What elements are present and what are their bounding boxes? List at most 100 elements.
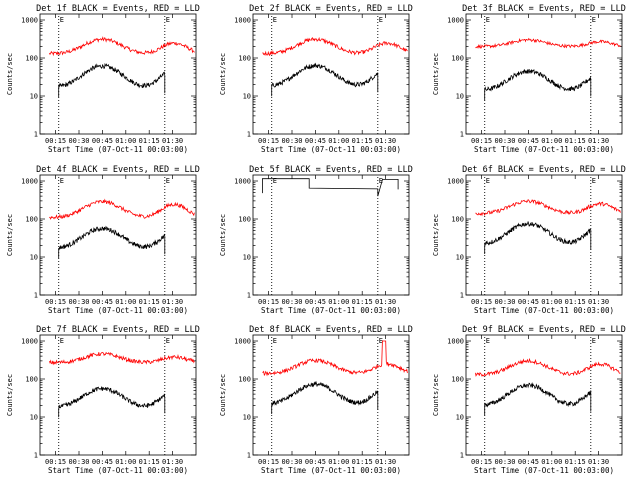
y-axis-label: Counts/sec [219, 214, 227, 256]
events-series-line [484, 221, 592, 254]
lld-series-line [49, 198, 195, 220]
panel-title: Det 4f BLACK = Events, RED = LLD [36, 165, 200, 175]
x-tick-label: 00:15 [471, 298, 492, 306]
x-tick-label: 00:30 [68, 137, 89, 145]
y-tick-label: 10 [30, 414, 38, 422]
x-tick-label: 01:00 [115, 458, 136, 466]
y-tick-label: 10 [30, 254, 38, 262]
panel-3: Det 3f BLACK = Events, RED = LLD 1 10 100 10… [432, 4, 626, 154]
x-tick-label: 00:15 [471, 137, 492, 145]
y-tick-label: 100 [451, 376, 464, 384]
event-marker-label: E [166, 177, 170, 185]
x-tick-label: 01:00 [328, 137, 349, 145]
x-tick-label: 01:15 [352, 137, 373, 145]
x-tick-label: 00:30 [494, 458, 515, 466]
event-marker-label: E [60, 337, 64, 345]
events-series-line [484, 68, 592, 101]
panel-8: Det 8f BLACK = Events, RED = LLD 1 10 100 10… [219, 325, 413, 475]
y-axis-label: Counts/sec [6, 53, 14, 95]
x-tick-label: 00:45 [92, 137, 113, 145]
panel-title: Det 3f BLACK = Events, RED = LLD [462, 4, 626, 14]
x-tick-label: 01:00 [328, 458, 349, 466]
event-marker-label: E [592, 337, 596, 345]
y-tick-label: 10 [243, 254, 251, 262]
y-tick-label: 100 [451, 55, 464, 63]
events-series-line [262, 178, 399, 197]
y-tick-label: 1 [247, 292, 251, 300]
x-axis-label: Start Time (07-Oct-11 00:03:00) [261, 145, 401, 154]
panel-title: Det 8f BLACK = Events, RED = LLD [249, 325, 413, 335]
plot-frame [252, 13, 410, 135]
y-axis-label: Counts/sec [432, 374, 440, 416]
y-tick-label: 1 [247, 131, 251, 139]
event-marker-label: E [60, 177, 64, 185]
events-series-line [58, 386, 166, 418]
x-tick-label: 01:00 [328, 298, 349, 306]
y-axis-label: Counts/sec [219, 53, 227, 95]
x-tick-label: 00:45 [518, 458, 539, 466]
y-tick-label: 100 [25, 376, 38, 384]
y-tick-label: 1000 [447, 17, 464, 25]
x-tick-label: 00:15 [45, 298, 66, 306]
y-tick-label: 1000 [447, 338, 464, 346]
x-tick-label: 01:30 [375, 298, 396, 306]
plot-frame [465, 174, 623, 296]
panel-title: Det 1f BLACK = Events, RED = LLD [36, 4, 200, 14]
event-marker-label: E [592, 177, 596, 185]
panel-4: Det 4f BLACK = Events, RED = LLD 1 10 100 10… [6, 165, 200, 315]
events-series-line [271, 62, 379, 97]
y-tick-label: 1 [34, 131, 38, 139]
y-tick-label: 100 [238, 55, 251, 63]
x-tick-label: 00:30 [281, 298, 302, 306]
x-tick-label: 01:30 [162, 298, 183, 306]
event-marker-label: E [592, 16, 596, 24]
x-tick-label: 00:30 [281, 458, 302, 466]
x-tick-label: 00:30 [68, 298, 89, 306]
panel-2: Det 2f BLACK = Events, RED = LLD 1 10 100 10… [219, 4, 413, 154]
y-tick-label: 100 [238, 216, 251, 224]
y-tick-label: 10 [456, 254, 464, 262]
panel-title: Det 2f BLACK = Events, RED = LLD [249, 4, 413, 14]
y-axis-label: Counts/sec [6, 374, 14, 416]
panel-9: Det 9f BLACK = Events, RED = LLD 1 10 100 10… [432, 325, 626, 475]
x-tick-label: 01:00 [115, 137, 136, 145]
event-marker-label: E [486, 16, 490, 24]
panel-title: Det 7f BLACK = Events, RED = LLD [36, 325, 200, 335]
event-marker-label: E [166, 16, 170, 24]
x-tick-label: 00:45 [92, 458, 113, 466]
event-marker-label: E [379, 16, 383, 24]
y-tick-label: 10 [243, 414, 251, 422]
x-tick-label: 00:15 [471, 458, 492, 466]
y-tick-label: 100 [238, 376, 251, 384]
x-axis-label: Start Time (07-Oct-11 00:03:00) [261, 466, 401, 475]
x-tick-label: 00:30 [281, 137, 302, 145]
x-tick-label: 00:45 [305, 137, 326, 145]
x-axis-label: Start Time (07-Oct-11 00:03:00) [48, 466, 188, 475]
x-tick-label: 01:00 [541, 298, 562, 306]
plot-frame [252, 174, 410, 296]
x-axis-label: Start Time (07-Oct-11 00:03:00) [474, 145, 614, 154]
plot-frame [39, 174, 197, 296]
y-tick-label: 100 [451, 216, 464, 224]
events-series-line [271, 380, 379, 414]
event-marker-label: E [166, 337, 170, 345]
panel-7: Det 7f BLACK = Events, RED = LLD 1 10 100 10… [6, 325, 200, 475]
x-tick-label: 01:15 [565, 458, 586, 466]
x-tick-label: 00:30 [494, 137, 515, 145]
x-tick-label: 00:45 [518, 137, 539, 145]
panel-6: Det 6f BLACK = Events, RED = LLD 1 10 100 10… [432, 165, 626, 315]
x-axis-label: Start Time (07-Oct-11 00:03:00) [474, 306, 614, 315]
x-tick-label: 01:15 [565, 137, 586, 145]
y-tick-label: 1 [460, 452, 464, 460]
y-axis-label: Counts/sec [219, 374, 227, 416]
y-tick-label: 1000 [21, 178, 38, 186]
x-tick-label: 00:30 [68, 458, 89, 466]
y-tick-label: 1 [247, 452, 251, 460]
lld-series-line [475, 37, 621, 49]
x-tick-label: 00:15 [258, 458, 279, 466]
x-tick-label: 01:00 [541, 458, 562, 466]
lld-series-line [262, 36, 408, 57]
x-tick-label: 01:30 [588, 137, 609, 145]
y-tick-label: 1000 [234, 178, 251, 186]
